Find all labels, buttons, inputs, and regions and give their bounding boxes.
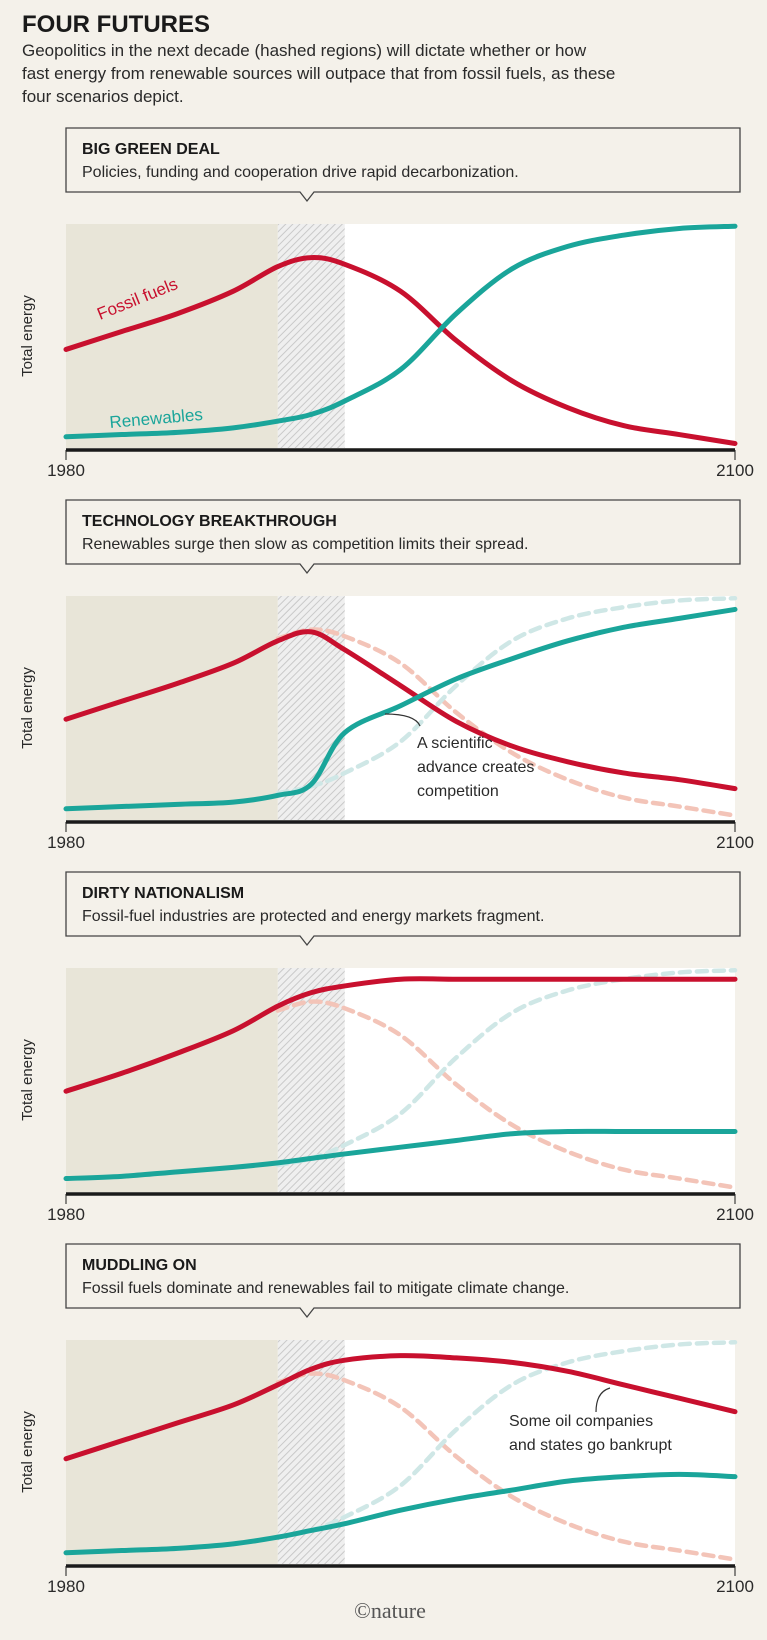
fossil-fuels-line — [63, 255, 738, 447]
x-tick-label-end: 2100 — [716, 833, 754, 852]
annotation-text: competition — [417, 783, 499, 800]
fossil-fuels-line — [63, 1353, 738, 1462]
scenario-title: TECHNOLOGY BREAKTHROUGH — [82, 513, 337, 530]
fossil-fuels-line — [63, 629, 738, 792]
annotation-text: and states go bankrupt — [509, 1437, 672, 1454]
renewables-line — [63, 223, 738, 440]
annotation-text: Some oil companies — [509, 1413, 653, 1430]
scenario-panel: MUDDLING ON Fossil fuels dominate and ren… — [19, 1243, 754, 1596]
scenario-description: Fossil fuels dominate and renewables fai… — [82, 1280, 569, 1297]
scenario-panel: DIRTY NATIONALISM Fossil-fuel industries … — [19, 871, 754, 1224]
y-axis-label: Total energy — [19, 1411, 36, 1493]
history-region — [66, 1340, 278, 1564]
renewables-reference-line — [275, 967, 738, 1168]
scenario-title: DIRTY NATIONALISM — [82, 885, 244, 902]
scenario-title: MUDDLING ON — [82, 1257, 197, 1274]
scenario-panel: BIG GREEN DEAL Policies, funding and coop… — [19, 127, 754, 480]
x-tick-label-start: 1980 — [47, 1205, 85, 1224]
subtitle-line-2: fast energy from renewable sources will … — [22, 64, 615, 83]
annotation-text: advance creates — [417, 759, 534, 776]
callout-box — [65, 1243, 741, 1319]
scenario-description: Renewables surge then slow as competitio… — [82, 536, 528, 553]
renewables-reference-line — [275, 1339, 738, 1540]
callout-box — [65, 127, 741, 203]
x-tick-label-start: 1980 — [47, 461, 85, 480]
y-axis-label: Total energy — [19, 667, 36, 749]
renewables-reference-line — [275, 595, 738, 796]
fossil-reference-line — [275, 1371, 738, 1562]
x-tick-label-start: 1980 — [47, 833, 85, 852]
annotation-arrow — [595, 1387, 611, 1413]
callout-box — [65, 499, 741, 575]
annotation-text: A scientific — [417, 735, 493, 752]
figure-title: FOUR FUTURES — [22, 11, 210, 38]
scenario-title: BIG GREEN DEAL — [82, 141, 220, 158]
subtitle-line-1: Geopolitics in the next decade (hashed r… — [22, 41, 587, 60]
annotation-arrow — [384, 713, 421, 727]
scenario-panel: TECHNOLOGY BREAKTHROUGH Renewables surge … — [19, 499, 754, 852]
subtitle-line-3: four scenarios depict. — [22, 87, 184, 106]
x-tick-label-end: 2100 — [716, 461, 754, 480]
renewables-line — [63, 606, 738, 812]
nature-credit: ©nature — [354, 1598, 426, 1623]
x-tick-label-end: 2100 — [716, 1577, 754, 1596]
x-tick-label-end: 2100 — [716, 1205, 754, 1224]
y-axis-label: Total energy — [19, 295, 36, 377]
scenario-description: Fossil-fuel industries are protected and… — [82, 908, 544, 925]
x-tick-label-start: 1980 — [47, 1577, 85, 1596]
fossil-fuels-line — [63, 976, 738, 1094]
y-axis-label: Total energy — [19, 1039, 36, 1121]
fossil-reference-line — [275, 999, 738, 1190]
renewables-line — [63, 1128, 738, 1182]
renewables-line — [63, 1471, 738, 1556]
scenario-description: Policies, funding and cooperation drive … — [82, 164, 519, 181]
callout-box — [65, 871, 741, 947]
